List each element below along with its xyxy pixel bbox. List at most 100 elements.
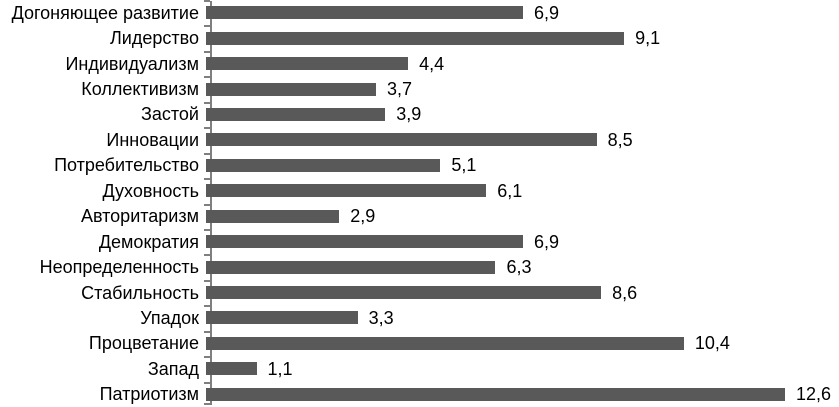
- value-label: 2,9: [350, 206, 376, 227]
- chart-row: Упадок 3,3: [0, 305, 839, 330]
- y-axis-line: [210, 1, 212, 405]
- chart-row: Лидерство 9,1: [0, 25, 839, 50]
- bar: [206, 209, 340, 223]
- value-label: 1,1: [267, 358, 293, 379]
- bar-area: 6,9: [206, 4, 559, 22]
- value-label: 10,4: [694, 333, 730, 354]
- bar: [206, 286, 602, 300]
- category-label: Индивидуализм: [65, 53, 199, 74]
- axis-tick: [204, 127, 210, 129]
- value-label: 3,3: [368, 307, 394, 328]
- axis-tick: [204, 0, 210, 2]
- bar: [206, 387, 785, 401]
- axis-tick: [204, 356, 210, 358]
- value-label: 8,5: [607, 129, 633, 150]
- value-label: 9,1: [635, 28, 661, 49]
- bar: [206, 336, 684, 350]
- axis-tick: [204, 204, 210, 206]
- bar-area: 1,1: [206, 360, 293, 378]
- axis-tick: [204, 51, 210, 53]
- category-label: Запад: [147, 358, 199, 379]
- bar-area: 8,6: [206, 284, 637, 302]
- chart-row: Авторитаризм 2,9: [0, 204, 839, 229]
- bar-area: 12,6: [206, 385, 831, 403]
- category-label: Догоняющее развитие: [11, 2, 199, 23]
- category-label: Духовность: [102, 180, 199, 201]
- chart-row: Коллективизм 3,7: [0, 76, 839, 101]
- value-label: 3,7: [387, 79, 413, 100]
- chart-row: Инновации 8,5: [0, 127, 839, 152]
- bar: [206, 260, 496, 274]
- bar: [206, 31, 625, 45]
- value-label: 12,6: [795, 384, 832, 405]
- bar: [206, 235, 524, 249]
- chart-row: Патриотизм 12,6: [0, 382, 839, 407]
- axis-tick: [204, 382, 210, 384]
- chart-row: Неопределенность 6,3: [0, 254, 839, 279]
- value-label: 6,9: [534, 2, 560, 23]
- axis-tick: [204, 153, 210, 155]
- bar-area: 2,9: [206, 207, 375, 225]
- bar: [206, 107, 386, 121]
- axis-tick: [204, 305, 210, 307]
- chart-row: Процветание 10,4: [0, 331, 839, 356]
- axis-tick: [204, 25, 210, 27]
- bar: [206, 57, 409, 71]
- value-label: 8,6: [612, 282, 638, 303]
- bar-area: 3,3: [206, 309, 394, 327]
- chart-row: Потребительство 5,1: [0, 153, 839, 178]
- bar-area: 6,1: [206, 182, 522, 200]
- chart-row: Застой 3,9: [0, 102, 839, 127]
- axis-tick: [204, 229, 210, 231]
- axis-tick: [204, 102, 210, 104]
- category-label: Стабильность: [81, 282, 199, 303]
- chart-row: Стабильность 8,6: [0, 280, 839, 305]
- bar-area: 6,3: [206, 258, 532, 276]
- bar: [206, 133, 597, 147]
- category-label: Упадок: [140, 307, 199, 328]
- category-label: Демократия: [98, 231, 199, 252]
- category-label: Коллективизм: [81, 79, 199, 100]
- category-label: Лидерство: [109, 28, 199, 49]
- category-label: Процветание: [88, 333, 199, 354]
- category-label: Застой: [141, 104, 199, 125]
- bar-area: 9,1: [206, 29, 660, 47]
- bar-area: 3,9: [206, 105, 421, 123]
- value-label: 5,1: [451, 155, 477, 176]
- chart-row: Духовность 6,1: [0, 178, 839, 203]
- axis-tick: [204, 178, 210, 180]
- category-label: Неопределенность: [39, 257, 199, 278]
- bar: [206, 158, 441, 172]
- category-label: Потребительство: [54, 155, 199, 176]
- bar-area: 10,4: [206, 334, 730, 352]
- bar-area: 3,7: [206, 80, 412, 98]
- category-label: Инновации: [106, 129, 199, 150]
- value-label: 6,9: [534, 231, 560, 252]
- value-label: 6,3: [506, 257, 532, 278]
- bar: [206, 311, 358, 325]
- bar: [206, 6, 524, 20]
- axis-tick: [204, 76, 210, 78]
- value-label: 4,4: [419, 53, 445, 74]
- bar: [206, 184, 487, 198]
- bar: [206, 82, 376, 96]
- axis-tick: [204, 331, 210, 333]
- axis-tick: [204, 280, 210, 282]
- bar-area: 5,1: [206, 156, 476, 174]
- chart-row: Индивидуализм 4,4: [0, 51, 839, 76]
- chart-row: Догоняющее развитие 6,9: [0, 0, 839, 25]
- chart-row: Демократия 6,9: [0, 229, 839, 254]
- category-label: Авторитаризм: [80, 206, 199, 227]
- bar-area: 4,4: [206, 55, 444, 73]
- bar-area: 6,9: [206, 233, 559, 251]
- bar: [206, 362, 257, 376]
- category-label: Патриотизм: [99, 384, 199, 405]
- value-label: 6,1: [497, 180, 523, 201]
- axis-tick: [204, 403, 210, 405]
- axis-tick: [204, 254, 210, 256]
- chart-row: Запад 1,1: [0, 356, 839, 381]
- value-label: 3,9: [396, 104, 422, 125]
- bar-area: 8,5: [206, 131, 633, 149]
